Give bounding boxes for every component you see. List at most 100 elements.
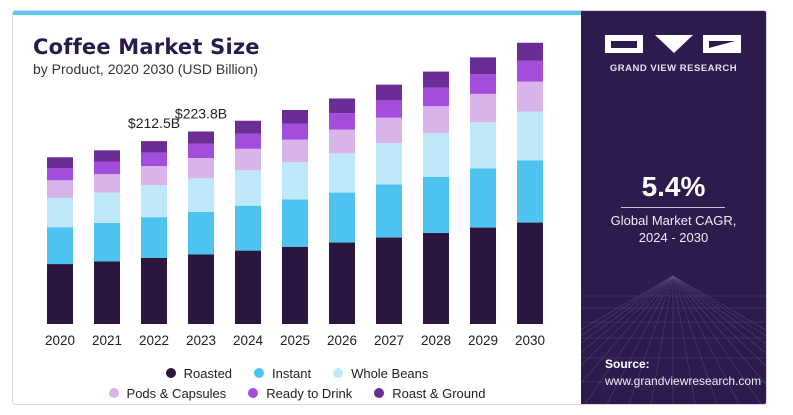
bar-pods-capsules-2026 xyxy=(329,129,355,154)
bar-instant-2025 xyxy=(282,199,308,247)
chart-card: 2020 2021 2022 2023 2024 2025 2026 2027 2028 2029… xyxy=(12,10,767,405)
bar-pods-capsules-2021 xyxy=(94,174,120,193)
x-tick-label: 2021 xyxy=(92,333,122,348)
bar-ready-to-drink-2026 xyxy=(329,113,355,130)
bar-roast-ground-2021 xyxy=(94,150,120,162)
info-sidebar: GRAND VIEW RESEARCH 5.4% Global Market C… xyxy=(581,11,766,404)
brand-name: GRAND VIEW RESEARCH xyxy=(609,63,738,74)
bar-instant-2023 xyxy=(188,211,214,255)
chart-title: Coffee Market Size xyxy=(33,35,260,59)
bar-pods-capsules-2028 xyxy=(423,106,449,134)
bar-roast-ground-2020 xyxy=(47,157,73,169)
x-tick-label: 2020 xyxy=(45,333,75,348)
bar-whole-beans-2025 xyxy=(282,162,308,200)
legend-label: Pods & Capsules xyxy=(126,385,227,401)
legend-label: Roast & Ground xyxy=(392,385,486,401)
bar-roast-ground-2024 xyxy=(235,120,261,134)
legend-swatch xyxy=(374,388,385,398)
legend-label: Roasted xyxy=(183,365,233,381)
bar-pods-capsules-2025 xyxy=(282,139,308,163)
bar-whole-beans-2030 xyxy=(517,111,543,161)
bar-roast-ground-2023 xyxy=(188,131,214,144)
x-tick-label: 2026 xyxy=(327,333,357,348)
bar-instant-2024 xyxy=(235,205,261,251)
legend-label: Instant xyxy=(272,365,312,381)
data-label-2023: $223.8B xyxy=(175,106,227,122)
bar-ready-to-drink-2024 xyxy=(235,133,261,149)
bar-roast-ground-2025 xyxy=(282,109,308,124)
bar-roast-ground-2030 xyxy=(517,42,543,61)
legend-swatch xyxy=(333,368,344,378)
legend-label: Ready to Drink xyxy=(266,385,353,401)
chart-subtitle: by Product, 2020 2030 (USD Billion) xyxy=(33,61,258,77)
cagr-label-line2: 2024 - 2030 xyxy=(638,230,709,245)
bar-ready-to-drink-2023 xyxy=(188,143,214,159)
x-tick-label: 2028 xyxy=(421,333,451,348)
bar-instant-2030 xyxy=(517,160,543,223)
bar-roasted-2026 xyxy=(329,242,355,324)
grand-view-research-logo xyxy=(605,35,741,53)
bar-roast-ground-2027 xyxy=(376,84,402,101)
bar-instant-2020 xyxy=(47,227,73,265)
accent-line xyxy=(13,11,581,15)
source-label: Source: xyxy=(605,357,650,371)
decorative-grid xyxy=(581,275,766,404)
legend-swatch xyxy=(108,388,119,398)
bar-whole-beans-2022 xyxy=(141,185,167,218)
bar-roasted-2029 xyxy=(470,227,496,324)
chart-legend: Roasted Instant Whole Beans Pods & Capsule… xyxy=(13,363,581,403)
chart-panel: 2020 2021 2022 2023 2024 2025 2026 2027 2028 2029… xyxy=(13,15,581,404)
bar-ready-to-drink-2028 xyxy=(423,87,449,107)
x-tick-label: 2023 xyxy=(186,333,216,348)
source-link[interactable]: www.grandviewresearch.com xyxy=(605,374,762,388)
bar-ready-to-drink-2022 xyxy=(141,152,167,167)
bar-pods-capsules-2029 xyxy=(470,93,496,123)
bar-whole-beans-2026 xyxy=(329,153,355,193)
bar-pods-capsules-2027 xyxy=(376,117,402,144)
bar-ready-to-drink-2029 xyxy=(470,74,496,94)
bar-instant-2029 xyxy=(470,168,496,228)
bar-whole-beans-2023 xyxy=(188,178,214,212)
bar-whole-beans-2027 xyxy=(376,143,402,185)
bar-pods-capsules-2022 xyxy=(141,166,167,186)
legend-swatch xyxy=(248,388,259,398)
bar-ready-to-drink-2020 xyxy=(47,168,73,181)
legend-item-whole-beans: Whole Beans xyxy=(333,366,428,381)
bar-ready-to-drink-2027 xyxy=(376,100,402,118)
bar-whole-beans-2020 xyxy=(47,197,73,228)
bar-instant-2021 xyxy=(94,222,120,262)
bar-roasted-2027 xyxy=(376,237,402,324)
legend-swatch xyxy=(165,368,176,378)
bar-instant-2022 xyxy=(141,217,167,258)
cagr-divider xyxy=(621,207,725,208)
bar-ready-to-drink-2030 xyxy=(517,60,543,82)
bar-roast-ground-2029 xyxy=(470,57,496,75)
bar-roasted-2025 xyxy=(282,246,308,324)
bar-pods-capsules-2030 xyxy=(517,81,543,112)
legend-swatch xyxy=(254,368,265,378)
legend-item-instant: Instant xyxy=(254,366,311,381)
bar-instant-2028 xyxy=(423,176,449,233)
bar-roasted-2023 xyxy=(188,254,214,324)
bar-instant-2026 xyxy=(329,192,355,243)
bar-whole-beans-2021 xyxy=(94,192,120,223)
bar-pods-capsules-2024 xyxy=(235,148,261,171)
cagr-label: Global Market CAGR, 2024 - 2030 xyxy=(581,212,766,246)
data-label-2022: $212.5B xyxy=(128,115,180,131)
x-tick-label: 2029 xyxy=(468,333,498,348)
bar-roast-ground-2028 xyxy=(423,71,449,88)
bar-roasted-2022 xyxy=(141,257,167,324)
bar-pods-capsules-2020 xyxy=(47,180,73,198)
bar-roasted-2021 xyxy=(94,261,120,324)
x-tick-label: 2022 xyxy=(139,333,169,348)
cagr-value: 5.4% xyxy=(641,171,706,202)
x-tick-label: 2027 xyxy=(374,333,404,348)
x-tick-label: 2024 xyxy=(233,333,264,348)
bar-roasted-2030 xyxy=(517,222,543,324)
bar-roasted-2024 xyxy=(235,250,261,324)
bar-whole-beans-2024 xyxy=(235,170,261,206)
legend-item-pods-capsules: Pods & Capsules xyxy=(108,385,227,401)
bar-ready-to-drink-2021 xyxy=(94,161,120,175)
x-tick-label: 2030 xyxy=(515,333,545,348)
bar-whole-beans-2029 xyxy=(470,122,496,169)
